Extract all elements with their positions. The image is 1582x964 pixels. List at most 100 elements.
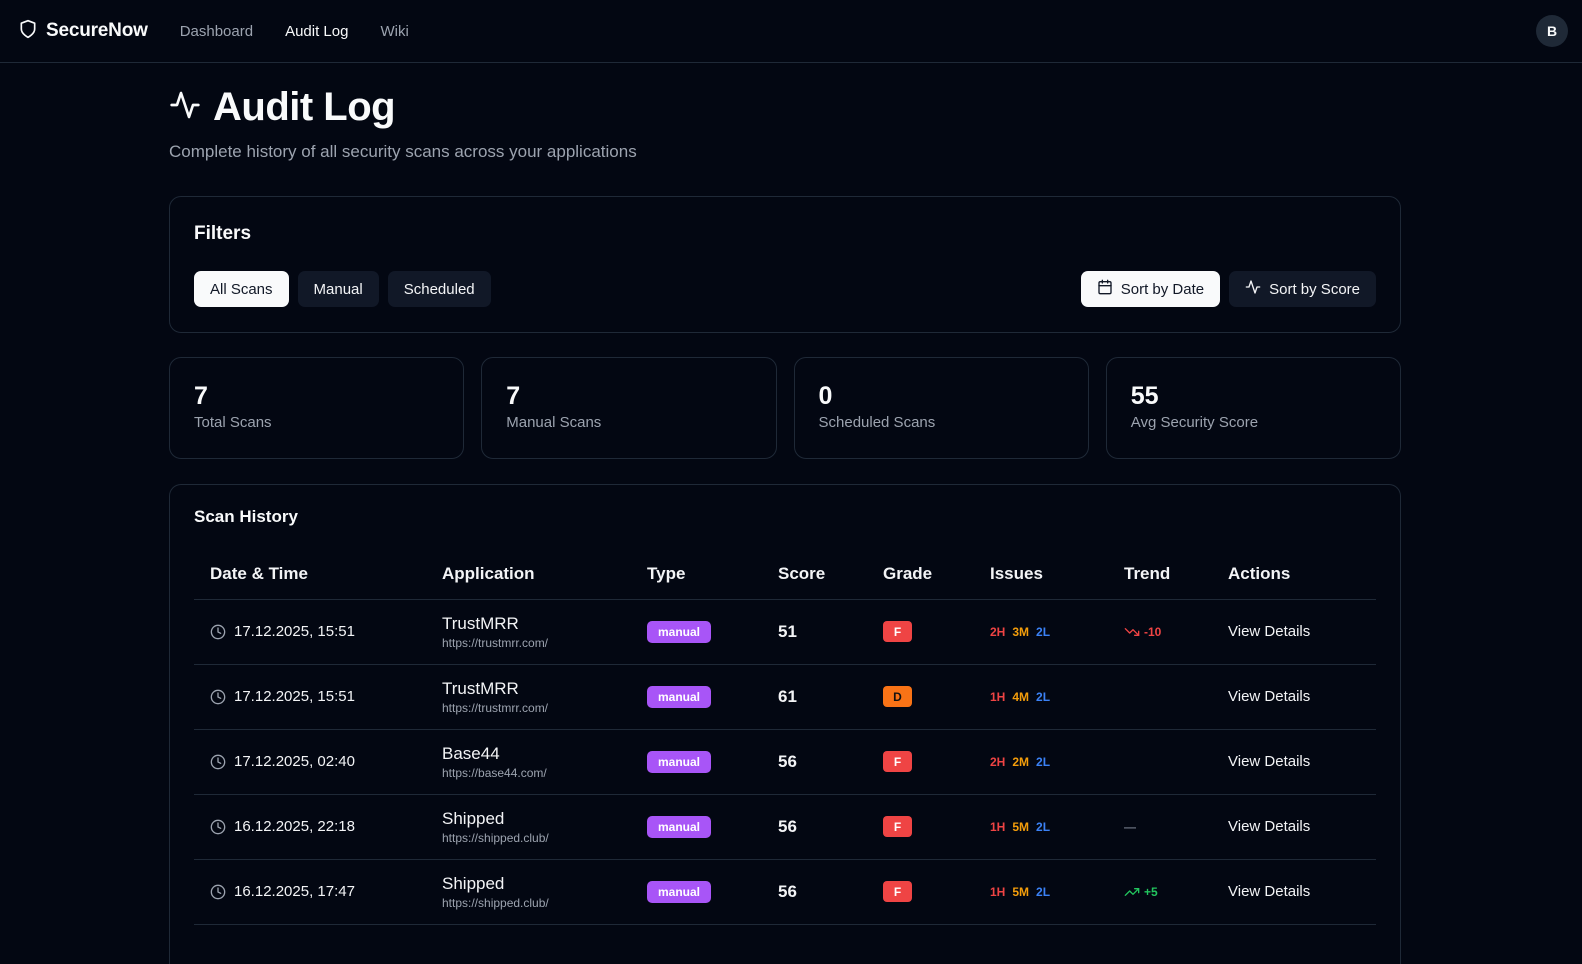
nav-link-dashboard[interactable]: Dashboard	[179, 22, 254, 40]
cell-datetime: 17.12.2025, 02:40	[194, 729, 426, 795]
filter-manual-button[interactable]: Manual	[297, 271, 379, 307]
cell-application: Base44 https://base44.com/	[426, 729, 631, 795]
trending-down-icon	[1124, 624, 1140, 640]
cell-trend: +5	[1108, 859, 1212, 925]
cell-type: manual	[631, 664, 762, 730]
brand-name: SecureNow	[46, 20, 148, 41]
cell-datetime: 17.12.2025, 15:51	[194, 664, 426, 730]
view-details-link[interactable]: View Details	[1228, 622, 1311, 640]
issues-medium: 2M	[1012, 754, 1030, 769]
sort-by-score-label: Sort by Score	[1269, 280, 1360, 298]
issues-medium: 4M	[1012, 689, 1030, 704]
main-nav: Dashboard Audit Log Wiki	[164, 23, 425, 40]
scan-type-filter: All Scans Manual Scheduled	[194, 271, 491, 307]
grade-badge: D	[883, 686, 912, 707]
grade-badge: F	[883, 621, 912, 642]
type-badge: manual	[647, 750, 712, 773]
issues-high: 1H	[990, 689, 1006, 704]
issues-medium: 3M	[1012, 624, 1030, 639]
issues-high: 1H	[990, 884, 1006, 899]
table-row: 17.12.2025, 15:51 TrustMRR https://trustmr…	[194, 664, 1376, 730]
app-url: https://trustmrr.com/	[442, 700, 549, 715]
brand[interactable]: SecureNow	[18, 19, 148, 44]
cell-trend: —	[1108, 794, 1212, 860]
filters-title: Filters	[194, 223, 252, 244]
nav-link-audit-log[interactable]: Audit Log	[285, 22, 349, 40]
stat-label: Manual Scans	[506, 414, 602, 431]
table-row: 16.12.2025, 22:18 Shipped https://shipped.…	[194, 794, 1376, 860]
grade-badge: F	[883, 751, 912, 772]
stats-row: 7 Total Scans 7 Manual Scans 0 Scheduled…	[169, 357, 1401, 459]
cell-actions: View Details	[1212, 599, 1376, 665]
main-content: Audit Log Complete history of all securi…	[169, 63, 1401, 964]
view-details-link[interactable]: View Details	[1228, 817, 1311, 835]
cell-type: manual	[631, 859, 762, 925]
page-subtitle: Complete history of all security scans a…	[169, 142, 637, 161]
column-header[interactable]: Application	[426, 549, 631, 600]
cell-issues: 1H 4M 2L	[974, 664, 1108, 730]
stat-label: Total Scans	[194, 414, 272, 431]
filter-all-scans-button[interactable]: All Scans	[194, 271, 289, 307]
trend-indicator: —	[1124, 820, 1212, 834]
app-url: https://trustmrr.com/	[442, 635, 549, 650]
app-name: TrustMRR	[442, 678, 519, 698]
cell-trend: -10	[1108, 599, 1212, 665]
nav-link-wiki[interactable]: Wiki	[380, 22, 409, 40]
cell-score: 56	[762, 794, 867, 860]
issues-low: 2L	[1036, 689, 1051, 704]
filter-scheduled-button[interactable]: Scheduled	[387, 271, 491, 307]
sort-by-date-button[interactable]: Sort by Date	[1080, 271, 1221, 307]
scan-datetime: 17.12.2025, 02:40	[234, 753, 355, 770]
trend-indicator: -10	[1124, 624, 1212, 640]
activity-icon	[169, 89, 201, 126]
column-header[interactable]: Issues	[974, 549, 1108, 600]
trend-value: +5	[1144, 884, 1158, 899]
issues-low: 2L	[1036, 884, 1051, 899]
app-url: https://shipped.club/	[442, 830, 549, 845]
sort-by-score-button[interactable]: Sort by Score	[1229, 271, 1376, 307]
app-url: https://base44.com/	[442, 765, 547, 780]
issues-low: 2L	[1036, 819, 1051, 834]
cell-score: 61	[762, 664, 867, 730]
trending-up-icon	[1124, 884, 1140, 900]
stat-card-scheduled-scans: 0 Scheduled Scans	[793, 357, 1089, 459]
grade-badge: F	[883, 816, 912, 837]
cell-score: 56	[762, 859, 867, 925]
cell-type: manual	[631, 794, 762, 860]
view-details-link[interactable]: View Details	[1228, 687, 1311, 705]
column-header[interactable]: Score	[762, 549, 867, 600]
cell-datetime: 17.12.2025, 15:51	[194, 599, 426, 665]
view-details-link[interactable]: View Details	[1228, 752, 1311, 770]
scan-datetime: 16.12.2025, 17:47	[234, 883, 355, 900]
stat-label: Scheduled Scans	[818, 414, 936, 431]
stat-value: 55	[1130, 382, 1159, 410]
scan-history-title: Scan History	[194, 507, 298, 526]
score-value: 56	[778, 816, 797, 836]
score-value: 56	[778, 751, 797, 771]
column-header[interactable]: Date & Time	[194, 549, 426, 600]
user-avatar[interactable]: B	[1536, 15, 1568, 47]
cell-grade: F	[867, 794, 974, 860]
issues-low: 2L	[1036, 754, 1051, 769]
trend-value: -10	[1144, 624, 1162, 639]
app-name: Base44	[442, 743, 500, 763]
type-badge: manual	[647, 620, 712, 643]
column-header[interactable]: Actions	[1212, 549, 1376, 600]
table-row: 17.12.2025, 15:51 TrustMRR https://trustmr…	[194, 599, 1376, 665]
trend-indicator: +5	[1124, 884, 1212, 900]
scan-datetime: 17.12.2025, 15:51	[234, 688, 355, 705]
column-header[interactable]: Grade	[867, 549, 974, 600]
clock-icon	[210, 884, 226, 900]
app-name: TrustMRR	[442, 613, 519, 633]
column-header[interactable]: Type	[631, 549, 762, 600]
cell-grade: F	[867, 729, 974, 795]
cell-type: manual	[631, 729, 762, 795]
column-header[interactable]: Trend	[1108, 549, 1212, 600]
sort-controls: Sort by Date Sort by Score	[1080, 271, 1376, 307]
stat-label: Avg Security Score	[1130, 414, 1259, 431]
cell-grade: F	[867, 859, 974, 925]
cell-score: 51	[762, 599, 867, 665]
cell-actions: View Details	[1212, 729, 1376, 795]
type-badge: manual	[647, 880, 712, 903]
view-details-link[interactable]: View Details	[1228, 882, 1311, 900]
